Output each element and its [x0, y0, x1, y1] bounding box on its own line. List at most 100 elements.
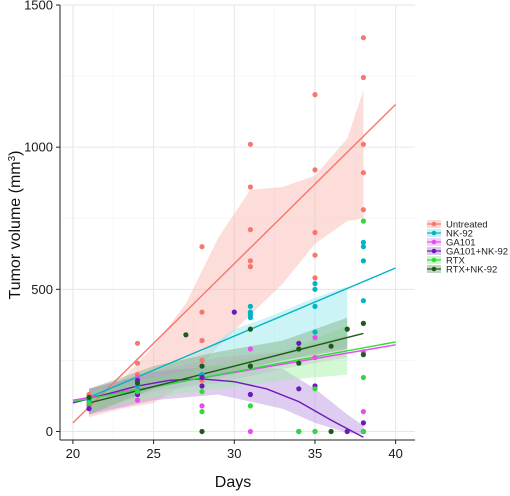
point-0: [247, 184, 253, 190]
legend-key-point: [431, 266, 437, 272]
point-3: [247, 391, 253, 398]
point-3: [231, 309, 237, 315]
axes: 20 25 30 35 40 0 500 1000 1500: [24, 0, 415, 461]
point-0: [312, 229, 318, 236]
fit-line-5: [88, 332, 364, 404]
point-0: [134, 360, 141, 366]
point-4: [312, 386, 318, 392]
fit-line-4: [72, 341, 396, 403]
legend-label: Untreated: [446, 219, 488, 230]
y-tick-label: 1000: [24, 140, 53, 155]
point-1: [360, 239, 366, 245]
point-3: [199, 374, 205, 381]
point-5: [199, 428, 205, 435]
point-1: [360, 244, 366, 250]
point-2: [134, 397, 141, 403]
point-1: [312, 281, 318, 287]
fit-line-3: [72, 378, 364, 438]
legend-label: RTX+NK-92: [446, 264, 497, 275]
point-5: [344, 326, 350, 332]
legend-key-point: [431, 221, 437, 227]
point-4: [360, 428, 366, 435]
point-4: [199, 409, 205, 415]
point-2: [360, 409, 366, 415]
point-0: [360, 35, 366, 41]
point-3: [360, 420, 366, 426]
legend-label: GA101: [446, 237, 476, 248]
x-tick-label: 30: [227, 446, 241, 461]
point-2: [312, 335, 318, 341]
point-0: [312, 252, 318, 258]
legend-key-point: [431, 257, 437, 263]
point-5: [296, 360, 302, 366]
point-4: [199, 389, 205, 395]
point-4: [360, 218, 366, 224]
point-5: [328, 428, 334, 435]
point-2: [199, 403, 205, 409]
x-tick-label: 40: [388, 446, 402, 461]
point-1: [312, 286, 318, 292]
point-5: [134, 380, 141, 386]
legend: UntreatedNK-92GA101GA101+NK-92RTXRTX+NK-…: [427, 219, 508, 275]
point-2: [312, 354, 318, 361]
point-2: [247, 346, 253, 352]
point-0: [199, 337, 205, 344]
point-0: [360, 170, 366, 176]
y-tick-label: 0: [46, 424, 53, 439]
point-4: [312, 428, 318, 435]
plot-panel: [60, 5, 415, 440]
point-5: [183, 332, 189, 338]
point-0: [247, 227, 253, 233]
fit-lines: [72, 104, 397, 438]
point-3: [199, 383, 205, 389]
point-0: [247, 264, 253, 270]
point-4: [134, 389, 141, 395]
point-0: [199, 309, 205, 315]
point-5: [86, 394, 92, 400]
point-4: [360, 374, 366, 381]
band-4: [89, 326, 348, 412]
grid: [60, 4, 415, 440]
x-tick-label: 35: [308, 446, 322, 461]
legend-key-point: [431, 248, 437, 254]
x-axis-title: Days: [215, 474, 251, 491]
point-4: [86, 400, 92, 406]
point-0: [360, 207, 366, 213]
point-0: [199, 357, 205, 363]
point-0: [247, 258, 253, 264]
point-0: [312, 275, 318, 281]
data-points: [86, 35, 366, 435]
point-1: [360, 258, 366, 264]
point-0: [312, 92, 318, 98]
point-5: [328, 343, 334, 349]
y-tick-label: 500: [31, 282, 53, 297]
point-0: [134, 340, 141, 346]
legend-label: RTX: [446, 255, 465, 266]
y-axis-title: Tumor volume (mm3): [7, 151, 25, 300]
point-2: [247, 428, 253, 435]
band-0: [89, 90, 364, 418]
point-5: [296, 346, 302, 352]
point-5: [360, 352, 366, 358]
point-0: [199, 244, 205, 250]
point-1: [247, 309, 253, 315]
legend-key-point: [431, 239, 437, 245]
fit-line-1: [88, 267, 396, 399]
point-0: [360, 141, 366, 147]
point-5: [247, 326, 253, 332]
point-0: [360, 74, 366, 81]
legend-label: GA101+NK-92: [446, 246, 508, 257]
y-tick-label: 1500: [24, 0, 53, 13]
point-1: [312, 303, 318, 309]
point-5: [199, 363, 205, 369]
point-1: [247, 303, 253, 309]
x-tick-label: 25: [146, 446, 160, 461]
point-5: [247, 363, 253, 369]
x-tick-label: 20: [66, 446, 80, 461]
point-3: [86, 406, 92, 412]
point-3: [296, 386, 302, 392]
point-3: [296, 340, 302, 346]
point-0: [247, 141, 253, 147]
point-5: [360, 320, 366, 326]
